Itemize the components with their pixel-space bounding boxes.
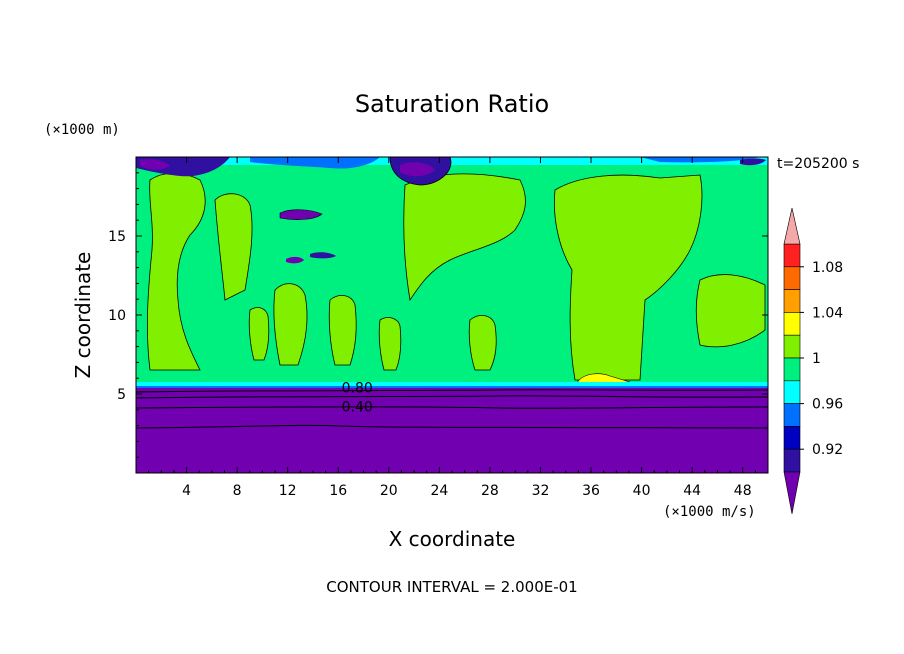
y-axis-label: Z coordinate	[71, 252, 95, 379]
x-tick-label: 16	[329, 483, 347, 499]
top-strip	[136, 157, 768, 264]
colorbar: 1.08 1.04 1 0.96 0.92	[783, 207, 843, 515]
x-tick-label: 44	[683, 483, 701, 499]
colorbar-label: 1.08	[812, 260, 843, 276]
x-tick-label: 28	[481, 483, 499, 499]
colorbar-label: 0.96	[812, 397, 843, 413]
x-tick-label: 24	[430, 483, 448, 499]
region-yellow-patch	[577, 373, 631, 385]
contour-label: 0.80	[342, 381, 373, 397]
x-axis: 4 8 12 16 20 24 28 32 36 40 44 48	[148, 157, 756, 499]
colorbar-segment	[783, 426, 801, 450]
contour-label-group: 0.80 0.40	[342, 381, 373, 416]
x-tick-label: 32	[532, 483, 550, 499]
x-units-label: (×1000 m/s)	[663, 504, 756, 520]
colorbar-label: 1.04	[812, 305, 843, 321]
time-label: t=205200 s	[777, 156, 859, 172]
colorbar-segment	[783, 448, 801, 473]
region-lower-layer	[136, 388, 768, 473]
supersaturated-patches	[146, 172, 766, 381]
x-tick-label: 8	[233, 483, 242, 499]
colorbar-label: 0.92	[812, 442, 843, 458]
contour-lines	[136, 389, 768, 429]
y-units-label: (×1000 m)	[44, 122, 120, 138]
x-tick-label: 48	[734, 483, 752, 499]
plot-area	[136, 157, 768, 473]
colorbar-segment	[783, 266, 801, 290]
x-axis-label: X coordinate	[389, 527, 516, 551]
y-axis: 5 10 15	[108, 172, 768, 458]
region-transition-band	[136, 382, 768, 388]
colorbar-segment	[783, 357, 801, 382]
colorbar-label: 1	[812, 351, 821, 367]
x-tick-label: 20	[380, 483, 398, 499]
colorbar-top-triangle	[783, 207, 801, 245]
colorbar-segment	[783, 243, 801, 268]
colorbar-bottom-triangle	[783, 471, 801, 515]
y-tick-label: 5	[117, 387, 126, 403]
x-tick-label: 40	[633, 483, 651, 499]
x-tick-label: 36	[582, 483, 600, 499]
colorbar-segment	[783, 380, 801, 404]
chart-title: Saturation Ratio	[355, 90, 549, 118]
colorbar-segment	[783, 312, 801, 336]
colorbar-segment	[783, 289, 801, 313]
contour-label: 0.40	[342, 400, 373, 416]
colorbar-segment	[783, 334, 801, 359]
colorbar-segment	[783, 403, 801, 427]
contour-interval-footer: CONTOUR INTERVAL = 2.000E-01	[326, 578, 577, 596]
x-tick-label: 12	[279, 483, 297, 499]
y-tick-label: 15	[108, 229, 126, 245]
y-tick-label: 10	[108, 308, 126, 324]
x-tick-label: 4	[182, 483, 191, 499]
